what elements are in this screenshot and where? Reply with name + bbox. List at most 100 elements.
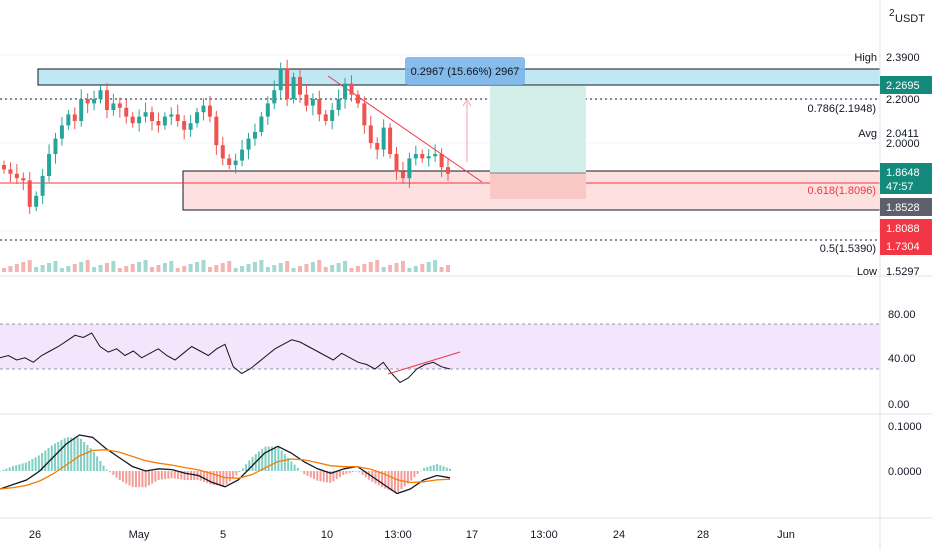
candle-body[interactable] (104, 90, 109, 110)
candle-body[interactable] (59, 125, 64, 139)
macd-signal-line[interactable] (0, 449, 451, 490)
macd-histogram-bar (21, 463, 24, 471)
candle-body[interactable] (446, 167, 450, 174)
candle-body[interactable] (98, 90, 103, 99)
volume-bar (137, 262, 142, 272)
candle-body[interactable] (362, 103, 367, 126)
price-candles[interactable] (2, 59, 450, 214)
fib-lines[interactable] (0, 98, 880, 241)
macd-pane[interactable] (0, 434, 451, 495)
macd-histogram-bar (293, 464, 296, 471)
macd-axis[interactable]: 0.1000 0.0000 (888, 421, 922, 478)
candle-body[interactable] (188, 123, 193, 130)
candle-body[interactable] (72, 114, 77, 121)
rsi-line[interactable] (0, 332, 451, 384)
candle-body[interactable] (291, 77, 296, 99)
candle-body[interactable] (156, 121, 161, 126)
candle-body[interactable] (330, 110, 335, 121)
measure-arrow[interactable] (462, 99, 472, 162)
candle-body[interactable] (265, 103, 270, 117)
candle-body[interactable] (34, 195, 39, 207)
candle-body[interactable] (388, 127, 393, 154)
candle-body[interactable] (278, 68, 283, 91)
candle-body[interactable] (14, 173, 19, 179)
candle-body[interactable] (349, 83, 354, 95)
candle-body[interactable] (420, 154, 425, 159)
candle-body[interactable] (124, 107, 129, 117)
candle-body[interactable] (259, 116, 264, 132)
candle-body[interactable] (233, 160, 238, 165)
candle-body[interactable] (252, 132, 257, 139)
candle-body[interactable] (298, 77, 302, 95)
volume-bar (220, 263, 225, 272)
candle-body[interactable] (368, 125, 373, 143)
candle-body[interactable] (143, 112, 148, 117)
descending-trendline[interactable] (327, 75, 483, 183)
candle-body[interactable] (304, 94, 309, 106)
candle-body[interactable] (323, 114, 328, 121)
candle-body[interactable] (336, 99, 341, 110)
candle-body[interactable] (111, 103, 116, 110)
macd-histogram-bar (186, 471, 189, 481)
candle-body[interactable] (394, 154, 399, 172)
candle-body[interactable] (66, 114, 71, 126)
candle-body[interactable] (79, 99, 84, 121)
candle-body[interactable] (439, 154, 444, 168)
candle-body[interactable] (130, 116, 135, 124)
candle-body[interactable] (433, 154, 438, 157)
candle-body[interactable] (220, 145, 225, 159)
macd-histogram-bar (423, 467, 426, 471)
rsi-trendline[interactable] (387, 351, 461, 375)
time-axis[interactable]: 26 May 5 10 13:00 17 13:00 24 28 Jun (29, 529, 795, 541)
candle-body[interactable] (310, 99, 315, 106)
rsi-pane[interactable] (0, 323, 880, 384)
volume-bar (27, 260, 32, 272)
rsi-axis[interactable]: 80.00 40.00 0.00 (888, 309, 916, 411)
measure-label-box[interactable]: 0.2967 (15.66%) 2967 (405, 57, 525, 85)
candle-body[interactable] (137, 116, 142, 124)
long-position-tool[interactable] (490, 86, 586, 199)
candle-body[interactable] (407, 158, 412, 179)
candle-body[interactable] (240, 149, 245, 161)
candle-body[interactable] (162, 116, 167, 126)
candle-body[interactable] (343, 83, 348, 99)
candle-body[interactable] (426, 156, 431, 159)
candle-body[interactable] (246, 138, 251, 150)
candle-body[interactable] (92, 99, 97, 104)
candle-body[interactable] (375, 143, 380, 150)
volume-bar (407, 268, 412, 272)
candle-body[interactable] (400, 171, 405, 179)
macd-histogram-bar (241, 468, 244, 471)
candle-body[interactable] (413, 154, 418, 159)
candle-body[interactable] (214, 116, 219, 146)
candle-body[interactable] (227, 158, 232, 165)
price-axis[interactable]: 2 USDT 2.2000 2.0000 (886, 8, 925, 150)
candle-body[interactable] (317, 99, 322, 115)
macd-histogram-bar (274, 446, 277, 471)
macd-line[interactable] (0, 434, 451, 495)
candle-body[interactable] (285, 68, 290, 99)
candle-body[interactable] (8, 169, 13, 174)
tag-2-2695-value: 2.2695 (886, 80, 920, 92)
candle-body[interactable] (272, 90, 277, 104)
candle-body[interactable] (182, 121, 187, 130)
candle-body[interactable] (27, 180, 32, 207)
candle-body[interactable] (201, 105, 206, 113)
candle-body[interactable] (85, 99, 90, 104)
candle-body[interactable] (53, 138, 58, 154)
candle-body[interactable] (117, 103, 122, 108)
candle-body[interactable] (40, 176, 45, 196)
candle-body[interactable] (207, 105, 212, 117)
candle-body[interactable] (21, 178, 26, 181)
candle-body[interactable] (195, 112, 200, 124)
candle-body[interactable] (355, 94, 360, 104)
candle-body[interactable] (2, 165, 6, 170)
candle-body[interactable] (175, 114, 180, 121)
candle-body[interactable] (169, 114, 174, 117)
candle-body[interactable] (47, 154, 52, 176)
candle-body[interactable] (150, 112, 154, 121)
candle-body[interactable] (381, 127, 386, 150)
